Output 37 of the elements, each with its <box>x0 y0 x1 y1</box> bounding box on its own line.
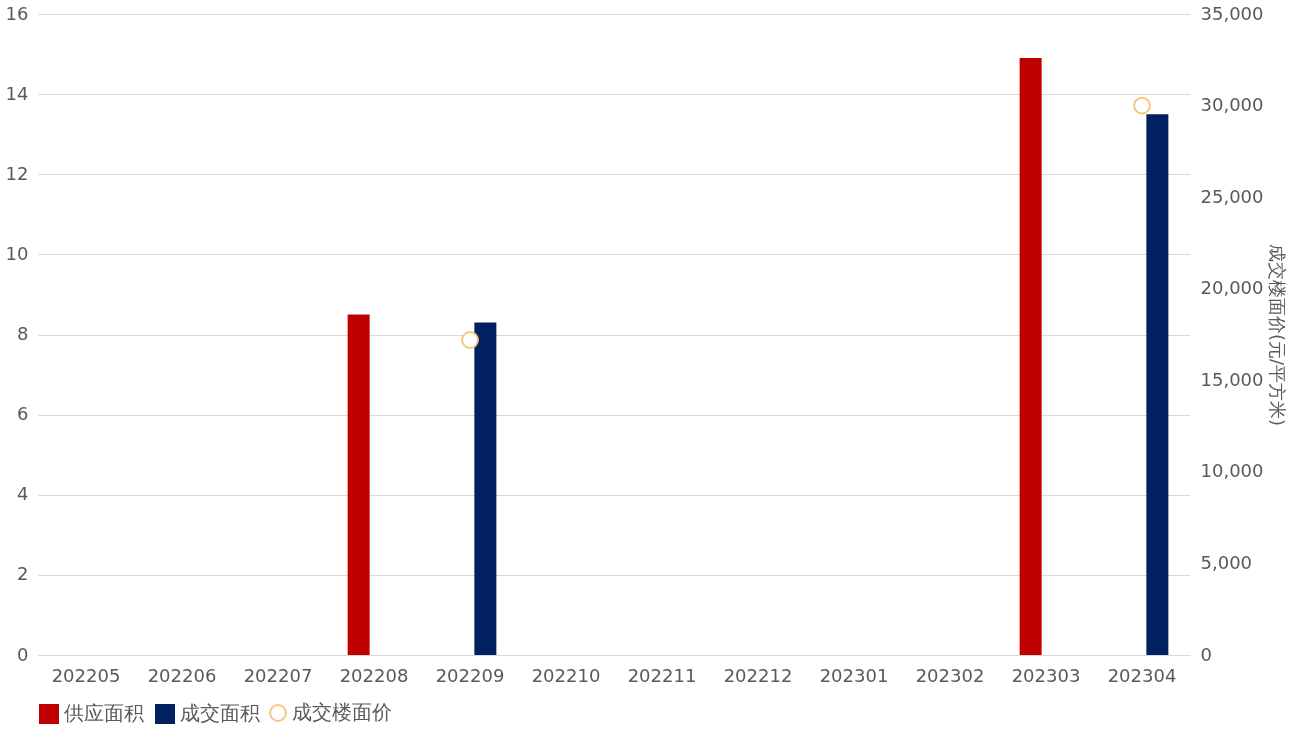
y-tick-label: 6 <box>17 403 29 425</box>
y-tick-label: 16 <box>5 2 29 24</box>
x-tick-label: 202303 <box>1011 664 1081 686</box>
x-tick-label: 202210 <box>531 664 601 686</box>
x-tick-label: 202304 <box>1107 664 1177 686</box>
bar <box>347 314 370 655</box>
x-tick-label: 202211 <box>627 664 697 686</box>
y2-tick-label: 30,000 <box>1200 94 1264 116</box>
x-tick-label: 202205 <box>51 664 121 686</box>
bar <box>1019 58 1042 655</box>
y-tick-label: 8 <box>17 323 29 344</box>
x-tick-label: 202302 <box>915 664 985 686</box>
y-tick-label: 2 <box>17 563 29 585</box>
y-tick-label: 4 <box>17 483 29 505</box>
x-tick-label: 202301 <box>819 664 889 686</box>
y-tick-label: 0 <box>17 643 29 665</box>
y-tick-label: 14 <box>5 82 29 104</box>
y2-tick-label: 5,000 <box>1200 551 1253 573</box>
x-tick-label: 202206 <box>147 664 217 686</box>
legend-label: 成交面积 <box>180 701 260 725</box>
x-tick-label: 202207 <box>243 664 313 686</box>
bar <box>1146 114 1169 655</box>
y2-tick-label: 15,000 <box>1200 368 1264 390</box>
y-tick-label: 10 <box>5 242 29 264</box>
y2-tick-label: 20,000 <box>1200 277 1264 299</box>
legend-label: 成交楼面价 <box>292 700 392 724</box>
y2-tick-label: 35,000 <box>1200 2 1264 24</box>
y2-tick-label: 10,000 <box>1200 460 1264 482</box>
legend-label: 供应面积 <box>64 701 144 725</box>
y2-axis-title: 成交楼面价(元/平方米) <box>1267 243 1289 427</box>
x-tick-label: 202208 <box>339 664 409 686</box>
y-tick-label: 12 <box>5 162 29 184</box>
y2-tick-label: 25,000 <box>1200 185 1264 207</box>
x-tick-label: 202212 <box>723 664 793 686</box>
x-tick-label: 202209 <box>435 664 505 686</box>
bar <box>474 322 497 655</box>
y2-tick-label: 0 <box>1200 643 1212 665</box>
